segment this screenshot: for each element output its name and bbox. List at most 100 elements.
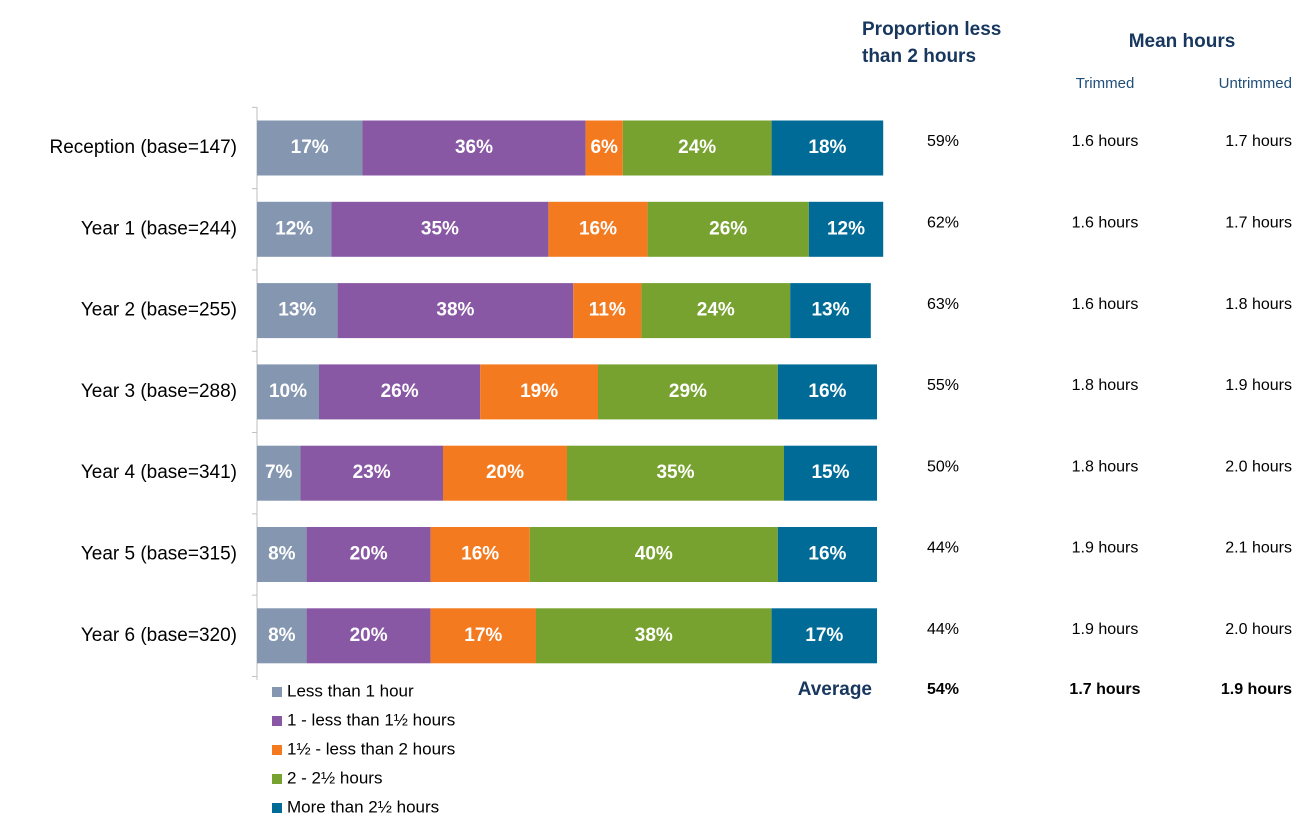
category-label: Year 4 (base=341) bbox=[81, 462, 237, 483]
data-label: 20% bbox=[350, 625, 388, 646]
data-label: 16% bbox=[579, 218, 617, 239]
table-cell: 1.7 hours bbox=[1225, 133, 1292, 150]
data-label: 6% bbox=[590, 137, 618, 158]
table-cell: 1.8 hours bbox=[1072, 458, 1139, 475]
table-cell: 50% bbox=[927, 458, 959, 475]
table-cell: 63% bbox=[927, 296, 959, 313]
bar-segment bbox=[300, 445, 443, 501]
data-label: 23% bbox=[353, 462, 391, 483]
bar-segment bbox=[257, 201, 332, 257]
data-label: 13% bbox=[278, 300, 316, 321]
table-cell: 55% bbox=[927, 377, 959, 394]
table-cell: 1.9 hours bbox=[1225, 377, 1292, 394]
category-label: Year 2 (base=255) bbox=[81, 300, 237, 321]
data-label: 16% bbox=[808, 381, 846, 402]
data-label: 8% bbox=[268, 625, 296, 646]
data-label: 7% bbox=[265, 462, 293, 483]
table-cell: 1.7 hours bbox=[1225, 215, 1292, 232]
data-label: 26% bbox=[381, 381, 419, 402]
trimmed-header: Trimmed bbox=[1076, 75, 1135, 92]
bar-segment bbox=[622, 120, 772, 176]
data-label: 8% bbox=[268, 544, 296, 565]
table-cell: 1.6 hours bbox=[1072, 215, 1139, 232]
data-label: 38% bbox=[436, 300, 474, 321]
bar-segment bbox=[647, 201, 809, 257]
bar-segment bbox=[430, 527, 530, 582]
bar-segment bbox=[573, 283, 642, 339]
bar-segment bbox=[306, 608, 431, 664]
data-label: 40% bbox=[635, 544, 673, 565]
category-label: Reception (base=147) bbox=[50, 137, 238, 158]
bar-segment bbox=[548, 201, 648, 257]
table-cell: 44% bbox=[927, 621, 959, 638]
mean-header: Mean hours bbox=[1129, 31, 1236, 52]
data-label: 35% bbox=[421, 218, 459, 239]
table-cell: 2.1 hours bbox=[1225, 540, 1292, 557]
data-label: 17% bbox=[291, 137, 329, 158]
bar-segment bbox=[598, 364, 778, 420]
bar-segment bbox=[430, 608, 536, 664]
data-label: 16% bbox=[808, 544, 846, 565]
legend-swatch bbox=[272, 803, 282, 813]
bar-segment bbox=[443, 445, 567, 501]
data-label: 35% bbox=[656, 462, 694, 483]
untrimmed-header: Untrimmed bbox=[1219, 75, 1292, 92]
bar-segment bbox=[567, 445, 784, 501]
table-cell: 1.8 hours bbox=[1072, 377, 1139, 394]
legend-label: 1 - less than 1½ hours bbox=[287, 710, 455, 729]
data-label: 38% bbox=[635, 625, 673, 646]
data-label: 17% bbox=[805, 625, 843, 646]
data-label: 20% bbox=[350, 544, 388, 565]
data-label: 29% bbox=[669, 381, 707, 402]
bar-segment bbox=[337, 283, 574, 339]
bar-segment bbox=[771, 608, 877, 664]
category-label: Year 3 (base=288) bbox=[81, 381, 237, 402]
bar-segment bbox=[784, 445, 877, 501]
data-label: 19% bbox=[520, 381, 558, 402]
average-label: Average bbox=[798, 679, 872, 700]
data-label: 10% bbox=[269, 381, 307, 402]
legend-label: Less than 1 hour bbox=[287, 681, 414, 700]
bar-segment bbox=[641, 283, 791, 339]
bar-segment bbox=[777, 527, 877, 582]
data-label: 13% bbox=[811, 300, 849, 321]
table-cell: 2.0 hours bbox=[1225, 621, 1292, 638]
bar-segment bbox=[257, 445, 301, 501]
bar-segment bbox=[585, 120, 623, 176]
table-cell: 44% bbox=[927, 540, 959, 557]
data-label: 17% bbox=[464, 625, 502, 646]
average-cell: 1.9 hours bbox=[1221, 681, 1292, 698]
table-cell: 62% bbox=[927, 215, 959, 232]
bar-segment bbox=[480, 364, 598, 420]
bar-segment bbox=[257, 283, 338, 339]
table-cell: 2.0 hours bbox=[1225, 458, 1292, 475]
legend-label: 2 - 2½ hours bbox=[287, 768, 382, 787]
data-label: 12% bbox=[827, 218, 865, 239]
category-label: Year 5 (base=315) bbox=[81, 544, 237, 565]
table-cell: 1.9 hours bbox=[1072, 540, 1139, 557]
bar-segment bbox=[257, 527, 307, 582]
data-label: 15% bbox=[811, 462, 849, 483]
legend-label: 1½ - less than 2 hours bbox=[287, 739, 455, 758]
category-label: Year 6 (base=320) bbox=[81, 625, 237, 646]
table-cell: 1.6 hours bbox=[1072, 296, 1139, 313]
data-label: 24% bbox=[678, 137, 716, 158]
table-cell: 1.6 hours bbox=[1072, 133, 1139, 150]
table-cell: 59% bbox=[927, 133, 959, 150]
bar-segment bbox=[306, 527, 431, 582]
legend-swatch bbox=[272, 745, 282, 755]
bar-segment bbox=[790, 283, 871, 339]
data-label: 18% bbox=[808, 137, 846, 158]
bar-segment bbox=[362, 120, 586, 176]
bar-segment bbox=[257, 120, 363, 176]
average-cell: 54% bbox=[927, 681, 959, 698]
bar-segment bbox=[319, 364, 481, 420]
table-cell: 1.9 hours bbox=[1072, 621, 1139, 638]
table-cell: 1.8 hours bbox=[1225, 296, 1292, 313]
data-label: 16% bbox=[461, 544, 499, 565]
bar-segment bbox=[536, 608, 772, 664]
legend-swatch bbox=[272, 774, 282, 784]
data-label: 12% bbox=[275, 218, 313, 239]
bar-segment bbox=[331, 201, 549, 257]
legend-label: More than 2½ hours bbox=[287, 797, 439, 816]
